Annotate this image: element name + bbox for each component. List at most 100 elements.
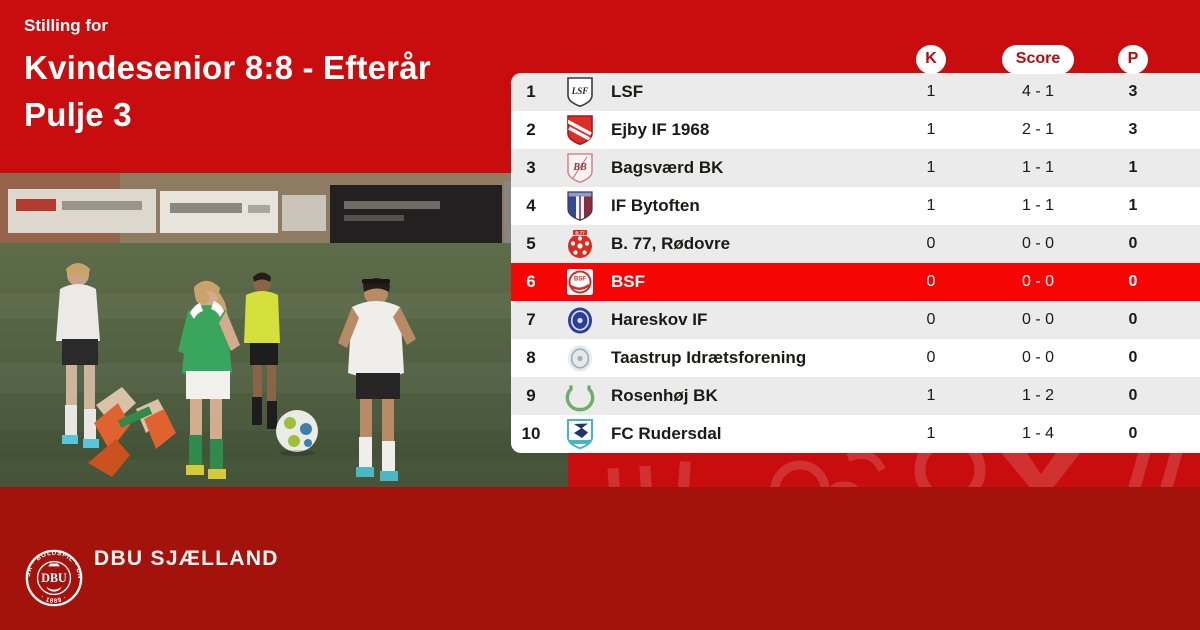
match-photo-illustration [0, 173, 568, 487]
title-block: Stilling for Kvindesenior 8:8 - Efterår … [24, 16, 431, 138]
table-row: 4 IF Bytoften 1 1 - 1 1 [511, 187, 1200, 225]
position-number: 9 [526, 386, 536, 405]
points-value: 3 [1128, 121, 1138, 138]
column-header-p: P [1118, 44, 1148, 74]
crest-watermark-shapes [607, 448, 1186, 487]
club-name: FC Rudersdal [611, 424, 722, 443]
matches-played-value: 0 [926, 349, 936, 366]
bsf-club-logo: BSF [551, 266, 609, 298]
svg-text:B.77: B.77 [575, 230, 585, 235]
position-number: 4 [526, 196, 536, 215]
standings-table: 1 LSF LSF 1 4 - 1 3 2 Ejby IF 1968 1 2 - 1 3 3 BB Bag… [511, 73, 1200, 453]
match-photo [0, 173, 568, 487]
table-row: 9 Rosenhøj BK 1 1 - 2 0 [511, 377, 1200, 415]
matches-played-value: 0 [926, 311, 936, 328]
svg-text:· 1889 ·: · 1889 · [39, 594, 68, 605]
club-name: Hareskov IF [611, 310, 708, 329]
table-row: 8 Taastrup Idrætsforening 0 0 - 0 0 [511, 339, 1200, 377]
player-green-main [178, 280, 240, 479]
score-value: 0 - 0 [1021, 349, 1054, 366]
bytoften-club-logo [551, 190, 609, 222]
table-row: 3 BB Bagsværd BK 1 1 - 1 1 [511, 149, 1200, 187]
matches-played-value: 0 [926, 273, 936, 290]
table-header-pills: K Score P [511, 44, 1200, 74]
svg-text:BSF: BSF [574, 277, 586, 283]
club-name: IF Bytoften [611, 196, 700, 215]
matches-played-value: 1 [926, 121, 936, 138]
matches-played-value: 1 [926, 197, 936, 214]
title-line-2: Pulje 3 [24, 96, 132, 133]
points-value: 1 [1128, 197, 1138, 214]
club-name: Taastrup Idrætsforening [611, 348, 807, 367]
matches-played-value: 1 [926, 83, 936, 100]
svg-text:LSF: LSF [571, 86, 589, 96]
points-value: 0 [1128, 273, 1138, 290]
svg-text:BB: BB [572, 162, 587, 173]
club-name: BSF [611, 272, 645, 291]
club-name: LSF [611, 82, 644, 101]
hareskov-club-logo [551, 304, 609, 336]
points-value: 0 [1128, 349, 1138, 366]
position-number: 3 [526, 158, 536, 177]
position-number: 6 [526, 272, 536, 291]
dbu-seal-logo: DANSK · BOLDSPIL · UNION · 1889 · DBU [20, 541, 85, 611]
position-number: 1 [526, 82, 536, 101]
matches-played-value: 1 [926, 425, 936, 442]
club-name: Rosenhøj BK [611, 386, 718, 405]
club-name: Bagsværd BK [611, 158, 724, 177]
taastrup-club-logo [551, 342, 609, 374]
points-value: 3 [1128, 83, 1138, 100]
score-value: 0 - 0 [1021, 235, 1054, 252]
score-value: 4 - 1 [1021, 83, 1054, 100]
position-number: 10 [521, 424, 541, 443]
position-number: 8 [526, 348, 536, 367]
position-number: 7 [526, 310, 536, 329]
player-legs-bottom-left [88, 387, 176, 477]
points-value: 0 [1128, 235, 1138, 252]
matches-played-value: 1 [926, 387, 936, 404]
matches-played-value: 0 [926, 235, 936, 252]
dbu-seal-svg: DANSK · BOLDSPIL · UNION · 1889 · DBU [20, 541, 83, 607]
score-value: 0 - 0 [1021, 273, 1054, 290]
ejby-club-logo [551, 114, 609, 146]
score-value: 1 - 2 [1021, 387, 1054, 404]
bagsvaerd-club-logo: BB [551, 152, 609, 184]
crest-watermark [550, 448, 1200, 487]
page-title: Kvindesenior 8:8 - Efterår Pulje 3 [24, 44, 431, 138]
position-number: 2 [526, 120, 536, 139]
score-value: 1 - 4 [1021, 425, 1054, 442]
score-value: 0 - 0 [1021, 311, 1054, 328]
table-row: 5 B.77 B. 77, Rødovre 0 0 - 0 0 [511, 225, 1200, 263]
referee [244, 272, 280, 429]
player-white-left [56, 263, 100, 448]
seal-center-text: DBU [41, 571, 67, 585]
column-header-k: K [916, 44, 946, 74]
soccer-ball [276, 410, 318, 456]
column-header-score: Score [1002, 44, 1074, 74]
score-value: 1 - 1 [1021, 197, 1054, 214]
b77-club-logo: B.77 [551, 228, 609, 260]
points-value: 0 [1128, 311, 1138, 328]
player-white-right [338, 278, 416, 481]
eyebrow-text: Stilling for [24, 16, 109, 35]
table-row: 2 Ejby IF 1968 1 2 - 1 3 [511, 111, 1200, 149]
club-name: B. 77, Rødovre [611, 234, 731, 253]
table-row: 6 BSF BSF 0 0 - 0 0 [511, 263, 1200, 301]
points-value: 1 [1128, 159, 1138, 176]
brand-wordmark: DBU SJÆLLAND [94, 546, 279, 570]
rudersdal-club-logo [551, 418, 609, 450]
matches-played-value: 1 [926, 159, 936, 176]
points-value: 0 [1128, 387, 1138, 404]
lsf-club-logo: LSF [551, 76, 609, 108]
title-line-1: Kvindesenior 8:8 - Efterår [24, 49, 431, 86]
table-row: 7 Hareskov IF 0 0 - 0 0 [511, 301, 1200, 339]
club-name: Ejby IF 1968 [611, 120, 710, 139]
position-number: 5 [526, 234, 536, 253]
rosenhoj-club-logo [551, 380, 609, 412]
footer-bar [0, 487, 1200, 630]
points-value: 0 [1128, 425, 1138, 442]
table-row: 10 FC Rudersdal 1 1 - 4 0 [511, 415, 1200, 453]
score-value: 1 - 1 [1021, 159, 1054, 176]
seal-arc-bottom-text: · 1889 · [39, 594, 67, 605]
